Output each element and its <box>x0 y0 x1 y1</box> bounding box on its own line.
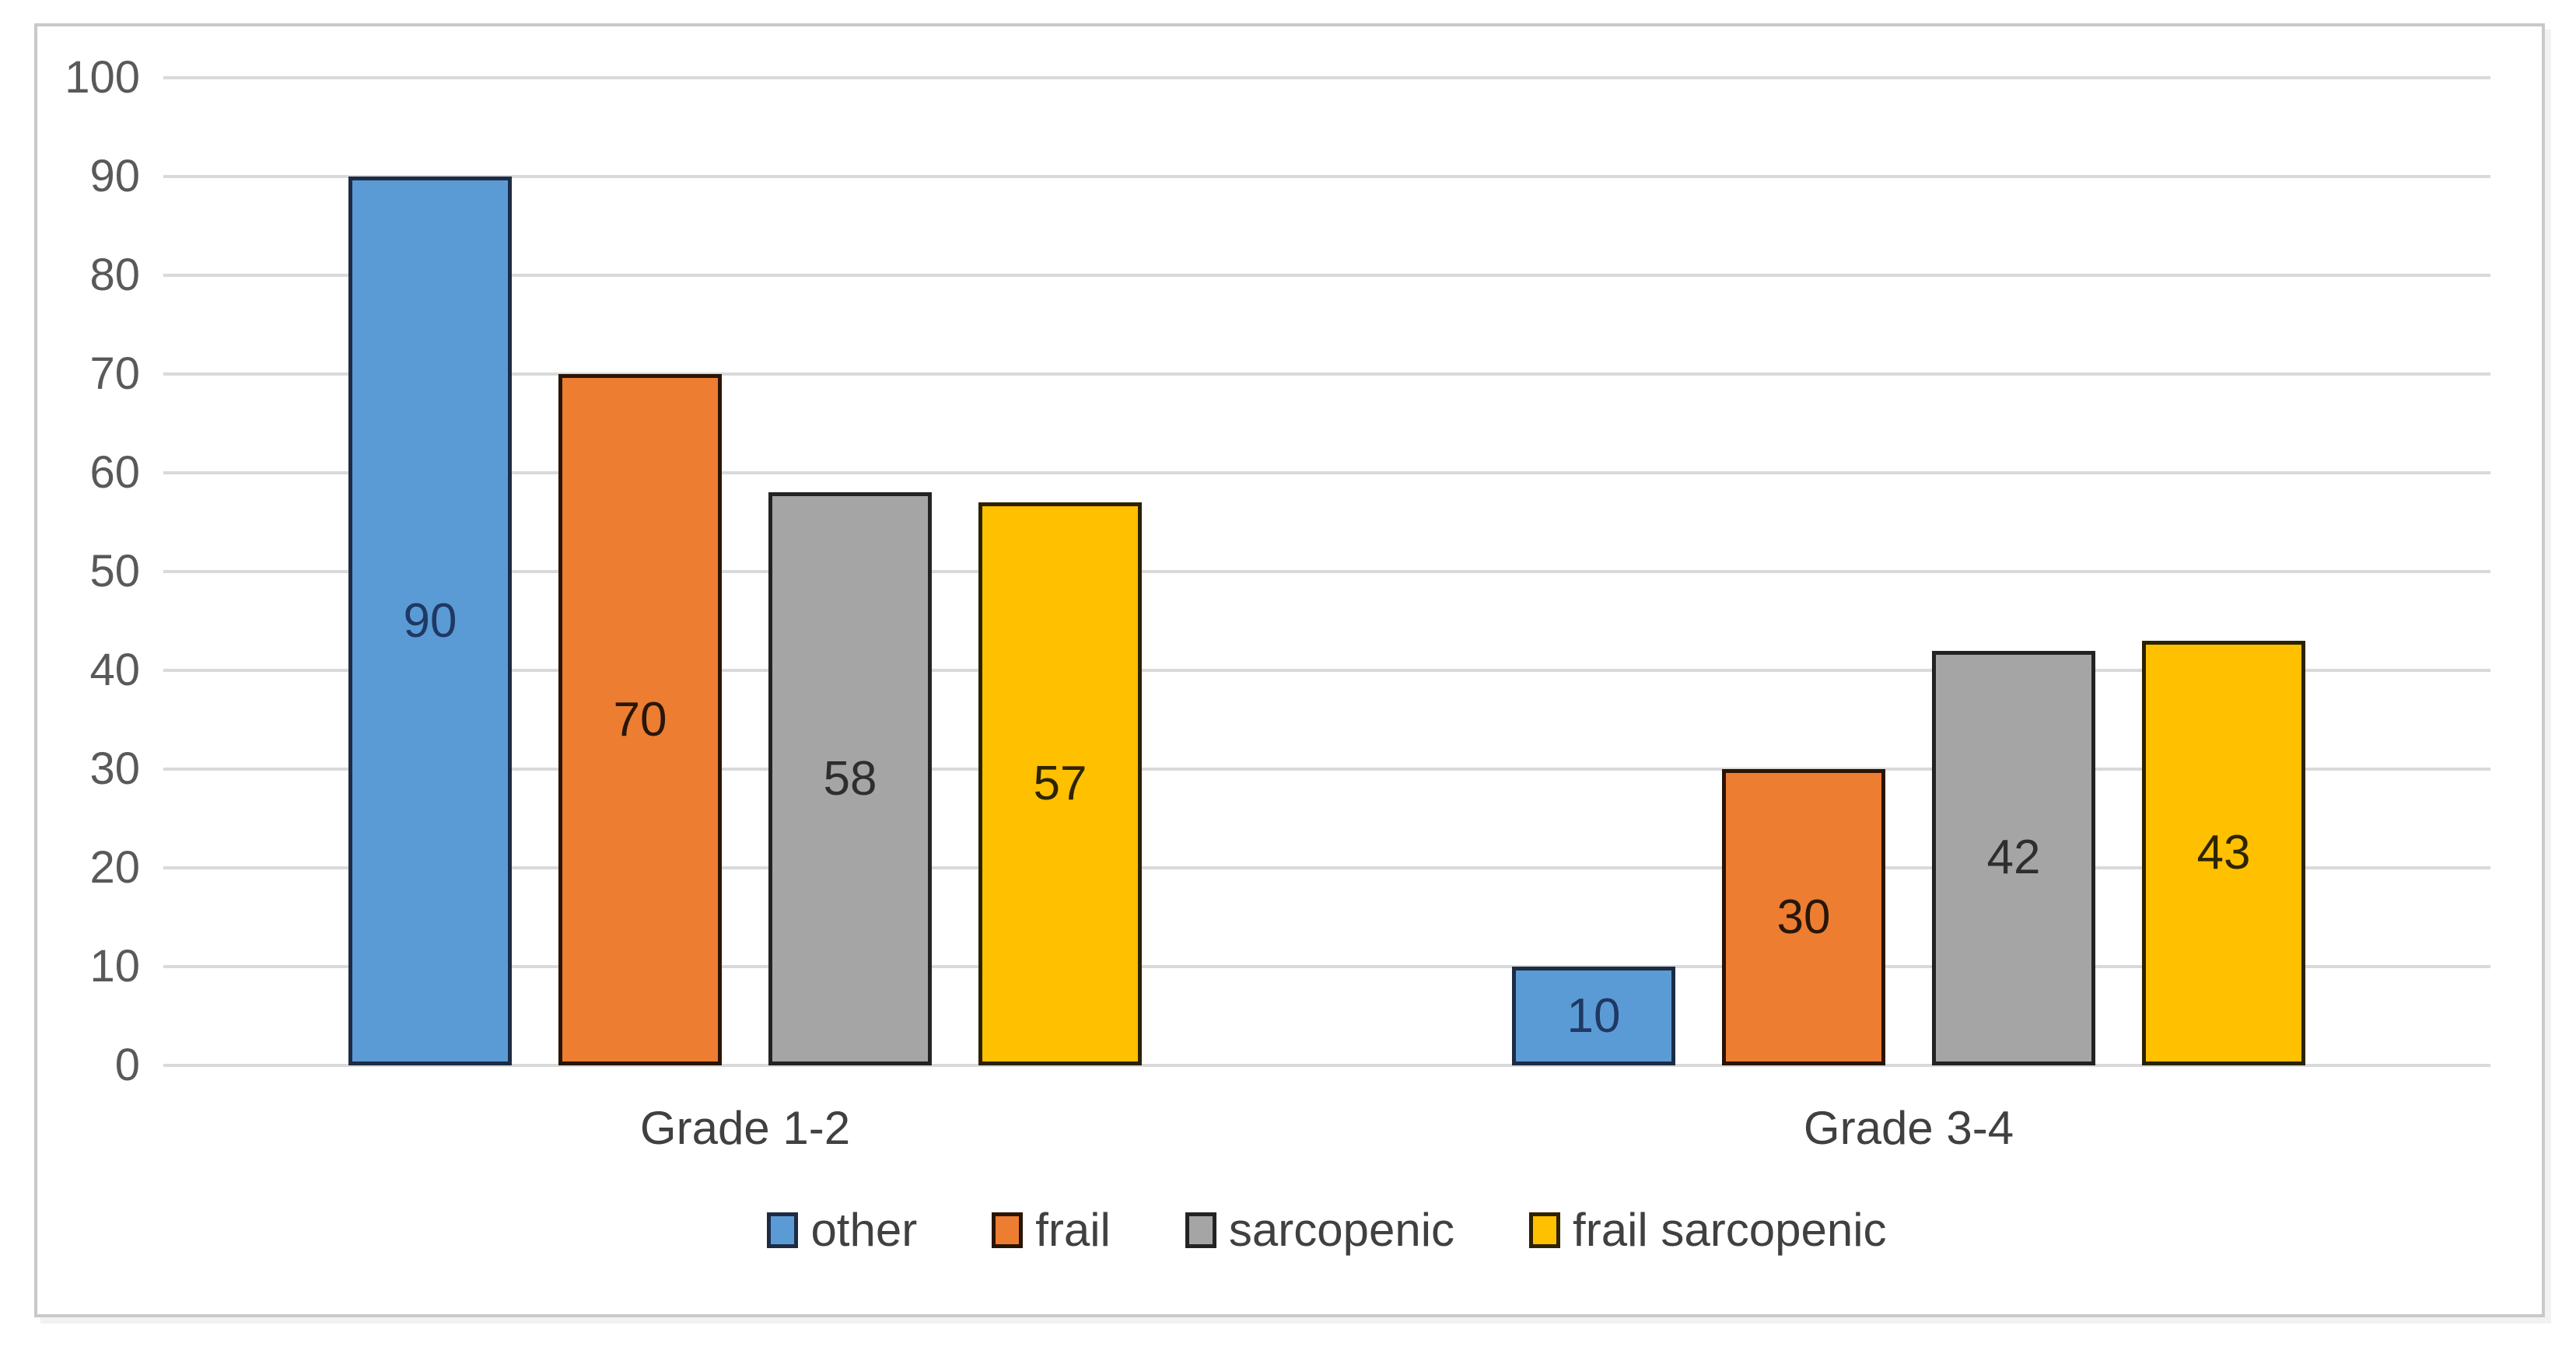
data-label-frail-grade-1-2: 70 <box>613 692 667 747</box>
gridline-y-20 <box>163 866 2490 869</box>
y-axis-tick-label-50: 50 <box>89 546 140 596</box>
legend-swatch-frail <box>992 1212 1024 1248</box>
legend-swatch-frail-sarcopenic <box>1529 1212 1561 1248</box>
legend-label-sarcopenic: sarcopenic <box>1228 1204 1455 1256</box>
data-label-other-grade-1-2: 90 <box>403 593 457 648</box>
y-axis-tick-label-10: 10 <box>89 941 140 992</box>
bars-layer: 90 70 58 57 10 30 42 43 <box>163 78 2490 1065</box>
y-axis-tick-label-40: 40 <box>89 645 140 695</box>
legend-label-other: other <box>810 1204 918 1256</box>
bar-other-grade-1-2: 90 <box>348 177 512 1065</box>
legend-item-sarcopenic: sarcopenic <box>1185 1203 1454 1257</box>
gridline-y-60 <box>163 471 2490 474</box>
gridline-y-100 <box>163 76 2490 79</box>
x-axis-category-labels: Grade 1-2 Grade 3-4 <box>163 1065 2490 1155</box>
bar-frail-grade-1-2: 70 <box>558 374 722 1065</box>
gridline-y-70 <box>163 372 2490 376</box>
gridline-y-0 <box>163 1064 2490 1067</box>
plot-area: 0 10 20 30 40 50 60 70 80 90 100 90 70 58 57 10 30 42 43 <box>65 53 2490 1090</box>
gridline-y-40 <box>163 669 2490 672</box>
y-axis-tick-label-20: 20 <box>89 842 140 893</box>
chart-frame: 0 10 20 30 40 50 60 70 80 90 100 90 70 58 57 10 30 42 43 … <box>34 23 2545 1317</box>
gridline-y-90 <box>163 175 2490 178</box>
bar-group-grade-1-2: 90 70 58 57 <box>163 78 1327 1065</box>
bar-sarcopenic-grade-1-2: 58 <box>768 492 932 1065</box>
y-axis-tick-label-70: 70 <box>89 348 140 399</box>
legend-item-other: other <box>767 1203 917 1257</box>
gridline-y-80 <box>163 274 2490 277</box>
legend-swatch-sarcopenic <box>1185 1212 1216 1248</box>
x-axis-label-grade-1-2: Grade 1-2 <box>639 1102 851 1154</box>
x-axis-label-grade-3-4: Grade 3-4 <box>1803 1102 2014 1154</box>
below-plot-area: Grade 1-2 Grade 3-4 other frail sarcopenic f… <box>163 1065 2490 1257</box>
legend: other frail sarcopenic frail sarcopenic <box>163 1203 2490 1257</box>
legend-item-frail-sarcopenic: frail sarcopenic <box>1529 1203 1887 1257</box>
data-label-frail-grade-3-4: 30 <box>1776 890 1831 944</box>
y-axis-tick-label-100: 100 <box>65 52 140 103</box>
data-label-sarcopenic-grade-1-2: 58 <box>823 751 877 806</box>
bar-frail-sarcopenic-grade-1-2: 57 <box>978 502 1142 1065</box>
y-axis-tick-label-60: 60 <box>89 447 140 498</box>
data-label-frail-sarcopenic-grade-1-2: 57 <box>1033 757 1087 811</box>
y-axis-tick-label-80: 80 <box>89 250 140 300</box>
gridline-y-50 <box>163 570 2490 573</box>
y-axis-tick-label-90: 90 <box>89 151 140 201</box>
legend-label-frail-sarcopenic: frail sarcopenic <box>1573 1204 1887 1256</box>
bar-group-grade-3-4: 10 30 42 43 <box>1327 78 2490 1065</box>
data-label-other-grade-3-4: 10 <box>1566 988 1621 1043</box>
gridline-y-10 <box>163 965 2490 968</box>
data-label-sarcopenic-grade-3-4: 42 <box>1986 831 2041 885</box>
legend-swatch-other <box>767 1212 799 1248</box>
legend-label-frail: frail <box>1035 1204 1111 1256</box>
bar-frail-grade-3-4: 30 <box>1722 769 1885 1065</box>
bar-frail-sarcopenic-grade-3-4: 43 <box>2142 640 2305 1065</box>
bar-other-grade-3-4: 10 <box>1512 967 1675 1065</box>
y-axis-tick-label-0: 0 <box>114 1040 140 1090</box>
data-label-frail-sarcopenic-grade-3-4: 43 <box>2196 825 2251 880</box>
legend-item-frail: frail <box>992 1203 1111 1257</box>
y-axis-tick-label-30: 30 <box>89 743 140 794</box>
gridline-y-30 <box>163 768 2490 771</box>
bar-sarcopenic-grade-3-4: 42 <box>1932 650 2095 1065</box>
